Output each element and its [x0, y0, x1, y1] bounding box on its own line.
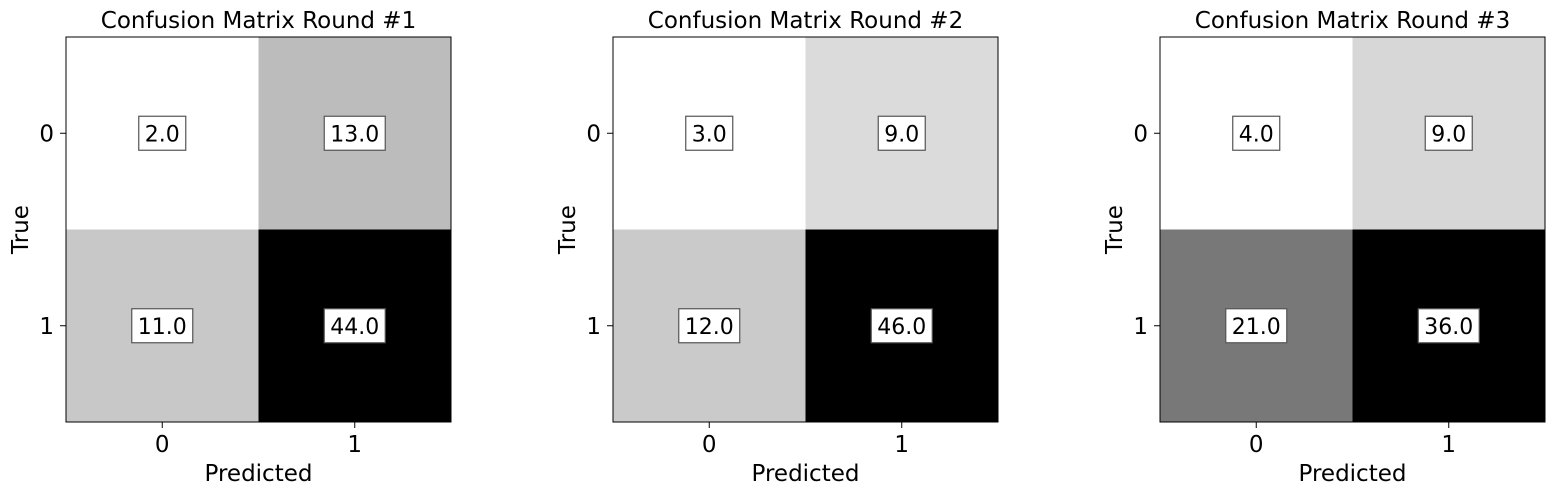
- chart-title: Confusion Matrix Round #1: [101, 8, 416, 34]
- y-tick-label: 0: [39, 121, 54, 147]
- cell-value-text: 13.0: [330, 122, 379, 147]
- chart-title: Confusion Matrix Round #3: [1195, 8, 1510, 34]
- cell-value-text: 9.0: [1431, 122, 1466, 147]
- chart-title: Confusion Matrix Round #2: [648, 8, 963, 34]
- cell-value-text: 44.0: [330, 315, 379, 340]
- y-tick-label: 1: [586, 314, 601, 340]
- cell-value-label: 9.0: [1424, 115, 1473, 151]
- cell-value-label: 2.0: [138, 115, 187, 151]
- cell-value-label: 12.0: [678, 308, 741, 344]
- y-axis-label: True: [8, 205, 34, 255]
- x-axis-label: Predicted: [205, 461, 313, 487]
- cell-value-text: 4.0: [1239, 122, 1274, 147]
- cell-value-box: [1232, 115, 1281, 151]
- plot-frame: [65, 36, 452, 423]
- plot-frame: [1159, 36, 1546, 423]
- cell-value-label: 46.0: [870, 308, 933, 344]
- cell-value-box: [678, 308, 741, 344]
- cell-value-box: [1424, 115, 1473, 151]
- plot-frame: [612, 36, 999, 423]
- cell-value-text: 11.0: [138, 315, 187, 340]
- cell-value-box: [1417, 308, 1480, 344]
- cell-value-text: 3.0: [692, 122, 727, 147]
- x-tick-label: 0: [702, 432, 717, 458]
- cell-value-text: 12.0: [685, 315, 734, 340]
- cell-value-label: 4.0: [1232, 115, 1281, 151]
- y-axis-label: True: [1102, 205, 1128, 255]
- confusion-matrix-panel-2: 3.0 9.0 12.0 46.0 0 1 0 1 Confusion Matrix Round…: [555, 8, 999, 487]
- y-axis-label: True: [555, 205, 581, 255]
- cell-value-text: 36.0: [1424, 315, 1473, 340]
- cell-value-text: 21.0: [1232, 315, 1281, 340]
- cell-value-label: 3.0: [685, 115, 734, 151]
- x-tick-label: 1: [1441, 432, 1456, 458]
- cell-value-label: 11.0: [131, 308, 194, 344]
- confusion-matrix-panel-1: 2.0 13.0 11.0 44.0 0 1 0 1 Confusion Matrix Roun…: [8, 8, 452, 487]
- cell-value-text: 46.0: [877, 315, 926, 340]
- cell-value-label: 21.0: [1225, 308, 1288, 344]
- cell-value-box: [685, 115, 734, 151]
- cell-value-box: [877, 115, 926, 151]
- cell-value-box: [131, 308, 194, 344]
- cell-value-box: [323, 115, 386, 151]
- x-axis-label: Predicted: [752, 461, 860, 487]
- y-tick-label: 0: [586, 121, 601, 147]
- cell-value-box: [323, 308, 386, 344]
- cell-value-label: 36.0: [1417, 308, 1480, 344]
- x-tick-label: 0: [1249, 432, 1264, 458]
- cell-value-box: [870, 308, 933, 344]
- cell-value-label: 44.0: [323, 308, 386, 344]
- y-tick-label: 1: [1133, 314, 1148, 340]
- cell-value-box: [1225, 308, 1288, 344]
- cell-value-text: 2.0: [145, 122, 180, 147]
- cell-value-label: 9.0: [877, 115, 926, 151]
- confusion-matrix-panel-3: 4.0 9.0 21.0 36.0 0 1 0 1 Confusion Matrix Round…: [1102, 8, 1546, 487]
- x-tick-label: 0: [155, 432, 170, 458]
- y-tick-label: 0: [1133, 121, 1148, 147]
- cell-value-box: [138, 115, 187, 151]
- x-axis-label: Predicted: [1299, 461, 1407, 487]
- x-tick-label: 1: [347, 432, 362, 458]
- cell-value-label: 13.0: [323, 115, 386, 151]
- x-tick-label: 1: [894, 432, 909, 458]
- cell-value-text: 9.0: [884, 122, 919, 147]
- y-tick-label: 1: [39, 314, 54, 340]
